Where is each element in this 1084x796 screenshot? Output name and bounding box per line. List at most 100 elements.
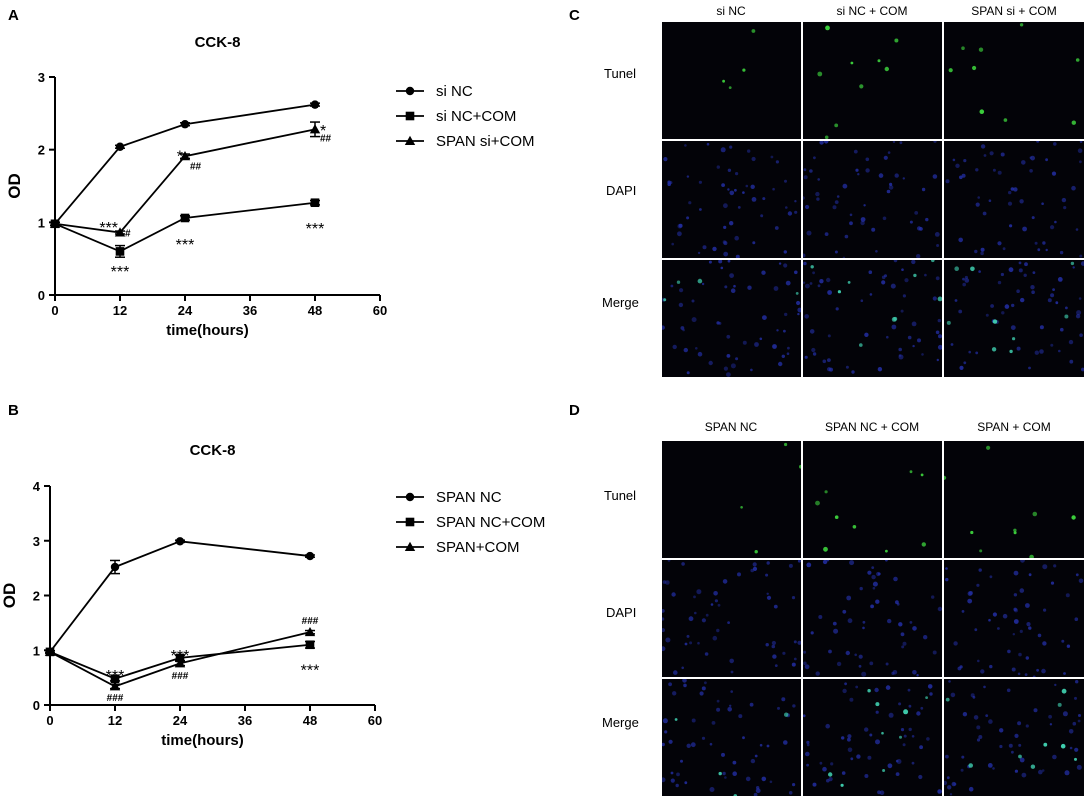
micrograph-tunel-tile [803,22,942,139]
micrograph-tunel-tile [944,22,1084,139]
micrograph-dapi-tile [803,141,942,258]
micrograph-tunel-tile [944,441,1084,558]
data-point [114,227,126,237]
micrograph-dapi-tile [662,560,801,677]
y-axis-label: OD [5,173,24,199]
data-point [309,124,321,134]
data-point [115,247,125,256]
data-point [305,551,315,561]
significance-label: ### [302,616,319,627]
micrograph-panel-d: SPAN NC SPAN NC + COM SPAN + COM Tunel D… [570,410,1084,796]
micrograph-merge-tile [662,260,801,377]
fluorescence-image [662,560,801,675]
significance-label: ### [107,693,124,704]
x-tick-label: 48 [308,303,322,318]
y-tick-label: 2 [38,143,45,158]
x-tick-label: 48 [303,713,317,728]
chart-title: CCK-8 [195,34,241,51]
panel-letter-d: D [569,402,580,419]
row-label: DAPI [606,605,637,620]
legend-marker [405,517,415,527]
series-line [49,540,311,653]
fluorescence-image [948,23,1080,125]
row-label: DAPI [606,183,637,198]
x-axis-label: time(hours) [161,732,244,749]
fluorescence-image [662,679,796,796]
y-tick-label: 1 [33,643,40,658]
micrograph-dapi-tile [803,560,942,677]
column-header: SPAN + COM [977,420,1051,434]
y-tick-label: 3 [33,534,40,549]
x-axis-label: time(hours) [166,322,249,339]
micrograph-merge-tile [803,260,942,377]
column-header: si NC [716,4,746,18]
data-point [304,626,316,637]
fluorescence-image [740,442,801,554]
data-point [49,218,61,228]
fluorescence-image [815,470,926,553]
data-point [110,562,120,572]
legend-label: SPAN NC [436,489,502,506]
series-line [54,103,316,225]
panel-letter-a: A [8,7,19,24]
y-tick-label: 0 [38,288,45,303]
fluorescence-image [803,260,942,374]
column-header: SPAN NC [704,420,758,434]
y-tick-label: 0 [33,698,40,713]
significance-label: # [125,229,131,240]
row-label: Tunel [604,488,637,503]
fluorescence-image [944,680,1082,796]
significance-label: *** [106,668,125,685]
data-point [109,681,121,691]
y-tick-label: 1 [38,215,45,230]
column-header: si NC + COM [836,4,908,18]
x-tick-label: 12 [113,303,127,318]
data-point [180,120,190,129]
legend-label: SPAN NC+COM [436,514,545,531]
x-tick-label: 0 [46,713,53,728]
micrograph-merge-tile [662,679,801,796]
fluorescence-image [945,560,1084,677]
fluorescence-image [945,141,1083,258]
significance-label: *** [301,663,320,680]
series-line [54,128,316,234]
data-point [174,658,186,668]
significance-label: ### [172,671,189,682]
legend-label: SPAN+COM [436,539,520,556]
x-tick-label: 36 [238,713,252,728]
fluorescence-image [817,25,899,139]
x-tick-label: 36 [243,303,257,318]
significance-label: *** [171,648,190,665]
legend-marker [405,111,415,121]
fluorescence-image [662,260,801,377]
x-tick-label: 12 [108,713,122,728]
micrograph-merge-tile [803,679,942,796]
legend-label: SPAN si+COM [436,133,535,150]
significance-label: * [177,149,183,166]
fluorescence-image [946,261,1084,372]
micrograph-tunel-tile [662,22,801,139]
data-point [310,100,320,109]
x-tick-label: 0 [51,303,58,318]
column-header: SPAN NC + COM [824,420,920,434]
y-axis-label: OD [0,583,19,609]
micrograph-merge-tile [944,679,1084,796]
fluorescence-image [663,142,798,258]
row-label: Tunel [604,66,637,81]
data-point [180,213,190,223]
fluorescence-image [803,141,940,258]
legend-marker [404,135,416,145]
significance-label: ## [320,133,332,144]
micrograph-panel-c: si NC si NC + COM SPAN si + COM Tunel DA… [570,0,1084,377]
micrograph-dapi-tile [662,141,801,258]
micrograph-dapi-tile [944,560,1084,677]
micrograph-merge-tile [944,260,1084,377]
series-line [49,631,311,688]
fluorescence-image [944,445,1076,558]
panel-letter-c: C [569,7,580,24]
y-tick-label: 2 [33,589,40,604]
data-point [44,646,56,656]
significance-label: *** [99,220,118,237]
x-tick-label: 24 [178,303,193,318]
